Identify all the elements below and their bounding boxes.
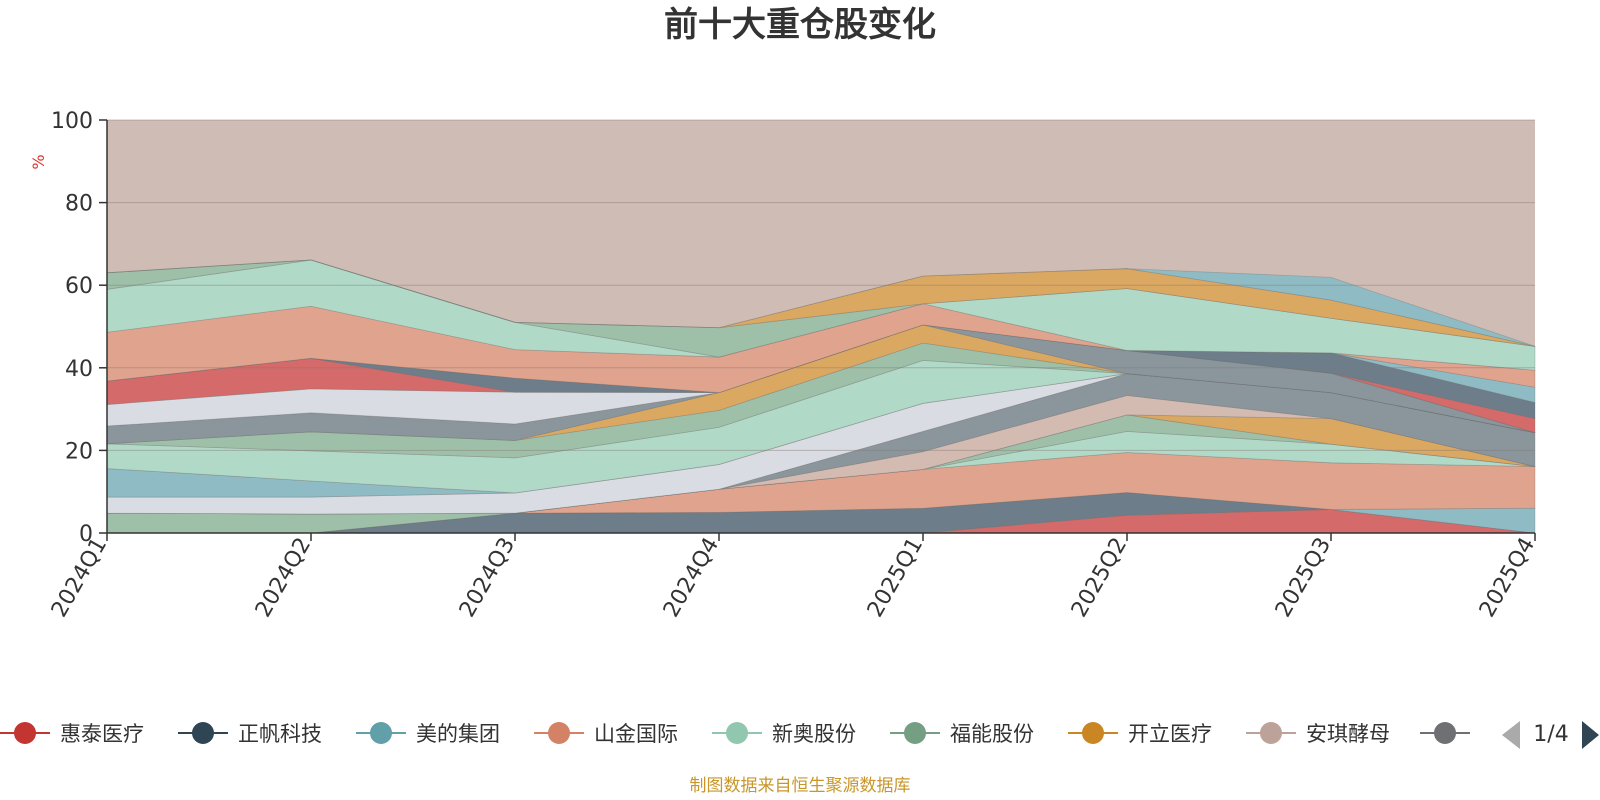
- area-series-17: [106, 324, 1536, 420]
- legend-label: 开立医疗: [1128, 722, 1212, 746]
- y-tick-label: 20: [65, 439, 93, 464]
- legend: 惠泰医疗 正帆科技 美的集团 山金国际 新奥股份 福能股份 开立医疗 安琪酵母 1/4: [0, 721, 1599, 749]
- legend-item[interactable]: 惠泰医疗: [0, 722, 144, 746]
- legend-label: 正帆科技: [238, 722, 322, 746]
- y-tick-label: 40: [65, 357, 93, 382]
- y-tick-label: 80: [65, 192, 93, 217]
- y-tick-label: 0: [79, 522, 93, 547]
- area-series-19: [106, 303, 1536, 393]
- legend-marker-dot: [1260, 722, 1282, 744]
- x-tick-label: 2024Q2: [251, 534, 316, 622]
- legend-marker-dot: [904, 722, 926, 744]
- legend-marker-dot: [1434, 722, 1456, 744]
- area-series-21: [106, 259, 1536, 358]
- legend-label: 福能股份: [950, 722, 1034, 746]
- plot-area: [106, 120, 1536, 534]
- y-tick-label: 100: [51, 109, 93, 134]
- legend-item[interactable]: 正帆科技: [178, 722, 322, 746]
- legend-item[interactable]: 安琪酵母: [1246, 722, 1390, 746]
- y-tick-label: 60: [65, 274, 93, 299]
- legend-label: 山金国际: [594, 722, 678, 746]
- legend-label: 新奥股份: [772, 722, 856, 746]
- x-tick-label: 2024Q4: [659, 534, 724, 622]
- chart-title: 前十大重仓股变化: [664, 5, 936, 45]
- x-tick-label: 2025Q1: [863, 534, 928, 622]
- legend-marker-dot: [192, 722, 214, 744]
- legend-item[interactable]: 福能股份: [890, 722, 1034, 746]
- legend-marker-dot: [1082, 722, 1104, 744]
- legend-label: 美的集团: [416, 722, 500, 746]
- x-tick-label: 2025Q3: [1271, 534, 1336, 622]
- legend-label: 惠泰医疗: [60, 722, 144, 746]
- legend-label: 安琪酵母: [1306, 722, 1390, 746]
- legend-prev-page-icon[interactable]: [1502, 721, 1520, 749]
- legend-next-page-icon[interactable]: [1582, 721, 1599, 749]
- x-tick-label: 2025Q4: [1475, 534, 1540, 622]
- y-axis-unit-label: %: [29, 154, 48, 169]
- legend-item[interactable]: 美的集团: [356, 722, 500, 746]
- area-series-23: [106, 259, 1536, 347]
- legend-item[interactable]: 开立医疗: [1068, 722, 1212, 746]
- x-tick-label: 2025Q2: [1067, 534, 1132, 622]
- legend-item-partial[interactable]: [1420, 722, 1470, 744]
- legend-marker-dot: [370, 722, 392, 744]
- legend-item[interactable]: 山金国际: [534, 722, 678, 746]
- area-series-18: [106, 324, 1536, 404]
- legend-marker-dot: [14, 722, 36, 744]
- data-source-note: 制图数据来自恒生聚源数据库: [690, 776, 911, 796]
- legend-marker-dot: [726, 722, 748, 744]
- legend-item[interactable]: 新奥股份: [712, 722, 856, 746]
- x-tick-label: 2024Q3: [455, 534, 520, 622]
- legend-marker-dot: [548, 722, 570, 744]
- legend-page-indicator: 1/4: [1533, 722, 1568, 747]
